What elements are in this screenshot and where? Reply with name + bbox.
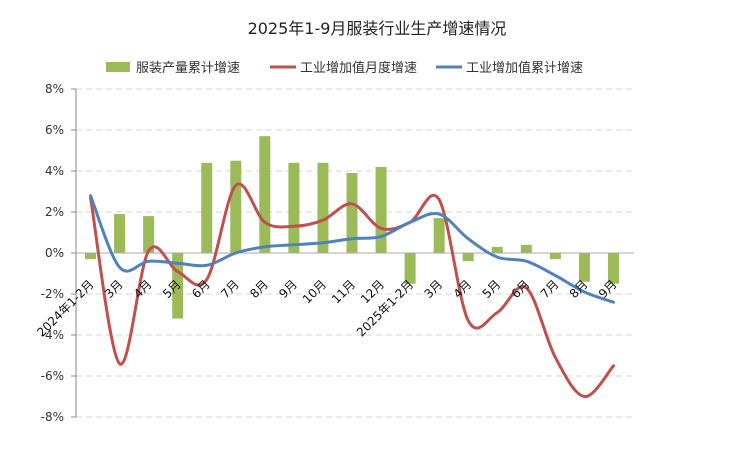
x-tick-label-5: 7月 (218, 277, 242, 301)
legend-label-1: 工业增加值月度增速 (300, 60, 417, 76)
bar-4 (201, 162, 213, 253)
bar-3 (172, 253, 184, 319)
y-tick-label-0: -8% (41, 410, 64, 424)
x-tick-label-9: 11月 (329, 277, 358, 306)
bar-series (85, 136, 619, 319)
x-tick-label-16: 7月 (538, 277, 562, 301)
x-tick-label-15: 6月 (509, 277, 533, 301)
x-tick-label-6: 8月 (247, 277, 271, 301)
bar-11 (404, 253, 416, 284)
bar-9 (346, 173, 358, 253)
bar-17 (578, 253, 590, 282)
legend-label-0: 服装产量累计增速 (136, 61, 240, 76)
y-tick-label-4: 0% (45, 246, 64, 260)
bar-8 (317, 162, 329, 253)
bar-16 (549, 253, 561, 260)
bar-0 (85, 253, 97, 260)
x-tick-label-4: 6月 (189, 277, 213, 301)
bar-13 (462, 253, 474, 262)
line-series (89, 182, 615, 398)
y-tick-label-2: -4% (41, 328, 64, 342)
bar-6 (259, 136, 271, 253)
x-tick-label-13: 4月 (451, 277, 475, 301)
y-tick-label-8: 8% (45, 82, 64, 96)
x-tick-label-8: 10月 (300, 277, 329, 306)
y-tick-label-3: -2% (41, 287, 64, 301)
x-tick-label-14: 5月 (480, 277, 504, 301)
legend-swatch-0 (106, 62, 130, 72)
bar-1 (114, 214, 126, 253)
y-axis-ticks: -8% -6% -4% -2% 0% 2% 4% 6% 8% (41, 82, 76, 424)
bar-14 (491, 246, 503, 253)
y-tick-label-5: 2% (45, 205, 64, 219)
bar-2 (143, 216, 155, 253)
legend-label-2: 工业增加值累计增速 (466, 60, 583, 76)
x-tick-label-7: 9月 (276, 277, 300, 301)
bar-15 (520, 244, 532, 253)
y-tick-label-7: 6% (45, 123, 64, 137)
y-tick-label-1: -6% (41, 369, 64, 383)
x-tick-label-12: 3月 (421, 277, 445, 301)
x-axis-ticks: 2024年1-2月 3月 4月 5月 6月 7月 8月 9月 10月 11月 12月2025年1-2… (34, 277, 619, 339)
bar-12 (433, 218, 445, 253)
line-series-0 (89, 182, 615, 398)
bar-7 (288, 162, 300, 253)
x-tick-label-2: 4月 (131, 277, 155, 301)
bar-18 (607, 253, 619, 284)
line-series-1 (89, 194, 615, 304)
axes (75, 89, 634, 417)
y-tick-label-6: 4% (45, 164, 64, 178)
bar-10 (375, 166, 387, 253)
legend: 服装产量累计增速 工业增加值月度增速 工业增加值累计增速 (106, 60, 583, 76)
bar-5 (230, 160, 242, 253)
grid-lines (76, 88, 634, 418)
chart-title: 2025年1-9月服装行业生产增速情况 (248, 19, 507, 38)
